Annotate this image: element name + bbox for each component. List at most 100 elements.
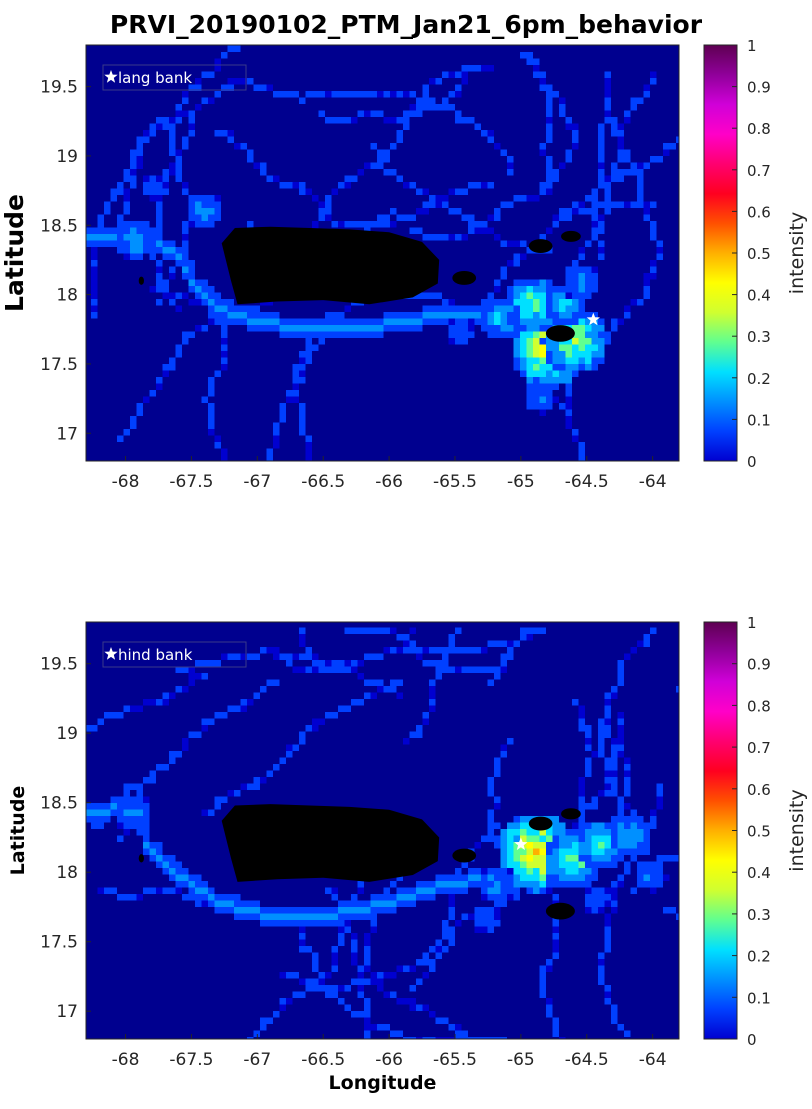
- density-cell: [481, 227, 488, 234]
- density-cell: [559, 403, 566, 410]
- density-cell: [468, 221, 475, 228]
- density-cell: [195, 104, 202, 111]
- density-cell: [338, 660, 345, 667]
- density-cell: [175, 292, 182, 299]
- density-cell: [468, 312, 475, 319]
- density-cell: [598, 136, 605, 143]
- hotspot-cell: [143, 221, 150, 228]
- hotspot-cell: [526, 887, 533, 894]
- density-cell: [442, 1017, 449, 1024]
- hotspot-cell: [461, 318, 468, 325]
- hotspot-cell: [572, 299, 579, 306]
- density-cell: [214, 900, 221, 907]
- hotspot-cell: [585, 338, 592, 345]
- density-cell: [604, 920, 611, 927]
- density-cell: [344, 660, 351, 667]
- density-cell: [299, 933, 306, 940]
- hotspot-cell: [513, 357, 520, 364]
- density-cell: [370, 162, 377, 169]
- hotspot-cell: [533, 357, 540, 364]
- x-tick-label: -64.5: [565, 1050, 609, 1070]
- density-cell: [201, 396, 208, 403]
- density-cell: [136, 829, 143, 836]
- hotspot-cell: [214, 208, 221, 215]
- density-cell: [91, 822, 98, 829]
- density-cell: [429, 292, 436, 299]
- density-cell: [390, 1030, 397, 1037]
- density-cell: [286, 325, 293, 332]
- density-cell: [240, 783, 247, 790]
- density-cell: [299, 907, 306, 914]
- density-cell: [292, 913, 299, 920]
- density-cell: [156, 273, 163, 280]
- density-cell: [474, 227, 481, 234]
- density-cell: [357, 110, 364, 117]
- density-cell: [182, 91, 189, 98]
- density-cell: [188, 731, 195, 738]
- density-cell: [221, 331, 228, 338]
- colorbar-tick-label: 0.8: [747, 697, 771, 715]
- density-cell: [474, 65, 481, 72]
- density-cell: [117, 214, 124, 221]
- density-cell: [175, 247, 182, 254]
- hotspot-cell: [617, 835, 624, 842]
- density-cell: [266, 325, 273, 332]
- density-cell: [357, 907, 364, 914]
- density-cell: [500, 640, 507, 647]
- hotspot-cell: [546, 357, 553, 364]
- density-cell: [409, 104, 416, 111]
- hotspot-cell: [474, 920, 481, 927]
- density-cell: [481, 835, 488, 842]
- hotspot-cell: [637, 874, 644, 881]
- density-cell: [611, 894, 618, 901]
- density-cell: [461, 65, 468, 72]
- density-cell: [130, 156, 137, 163]
- density-cell: [377, 214, 384, 221]
- density-cell: [383, 900, 390, 907]
- hotspot-cell: [643, 835, 650, 842]
- hotspot-cell: [533, 312, 540, 319]
- density-cell: [598, 149, 605, 156]
- hotspot-cell: [455, 325, 462, 332]
- hotspot-cell: [572, 292, 579, 299]
- density-cell: [182, 744, 189, 751]
- hotspot-cell: [598, 829, 605, 836]
- density-cell: [552, 1024, 559, 1031]
- density-cell: [494, 234, 501, 241]
- hotspot-cell: [533, 325, 540, 332]
- density-cell: [442, 946, 449, 953]
- hotspot-cell: [494, 331, 501, 338]
- density-cell: [403, 91, 410, 98]
- density-cell: [143, 829, 150, 836]
- density-cell: [448, 208, 455, 215]
- density-cell: [422, 292, 429, 299]
- density-cell: [201, 881, 208, 888]
- hotspot-cell: [559, 312, 566, 319]
- hotspot-cell: [526, 861, 533, 868]
- density-cell: [370, 627, 377, 634]
- density-cell: [344, 705, 351, 712]
- density-cell: [318, 972, 325, 979]
- hotspot-cell: [572, 318, 579, 325]
- hotspot-cell: [559, 829, 566, 836]
- density-cell: [546, 1004, 553, 1011]
- density-cell: [182, 273, 189, 280]
- density-cell: [403, 998, 410, 1005]
- hotspot-cell: [448, 338, 455, 345]
- density-cell: [481, 65, 488, 72]
- density-cell: [507, 647, 514, 654]
- density-cell: [97, 234, 104, 241]
- x-tick-label: -68: [112, 472, 140, 492]
- density-cell: [507, 240, 514, 247]
- hotspot-cell: [585, 861, 592, 868]
- density-cell: [487, 835, 494, 842]
- density-cell: [169, 757, 176, 764]
- hotspot-cell: [539, 292, 546, 299]
- hotspot-cell: [552, 822, 559, 829]
- density-cell: [175, 156, 182, 163]
- density-cell: [637, 201, 644, 208]
- hotspot-cell: [149, 195, 156, 202]
- density-cell: [221, 907, 228, 914]
- hotspot-cell: [598, 861, 605, 868]
- legend: lang bank: [102, 64, 247, 91]
